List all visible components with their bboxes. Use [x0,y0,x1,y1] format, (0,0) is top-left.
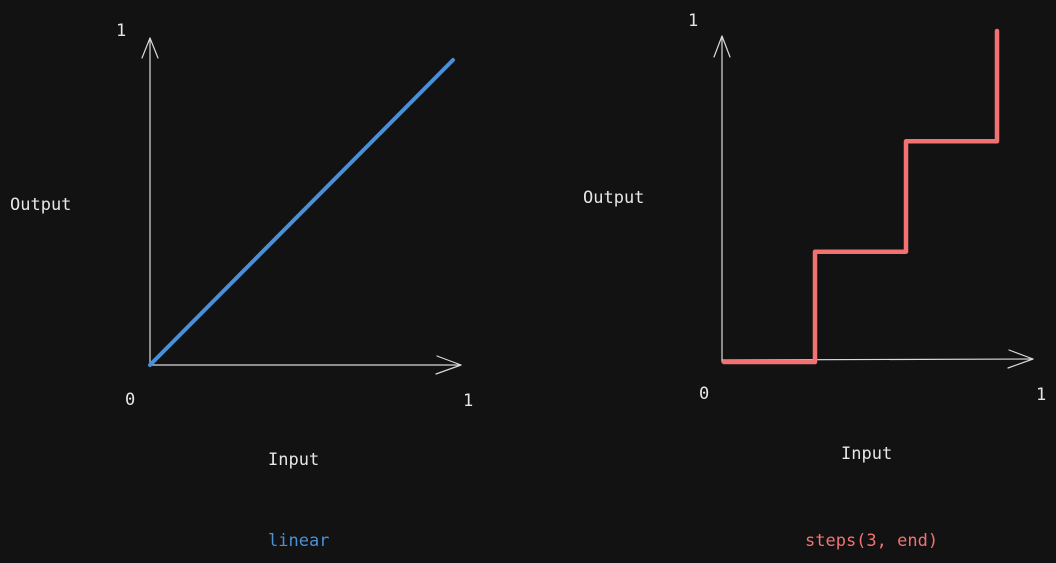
steps-curve [721,28,1000,365]
linear-panel: 1 0 1 Output Input linear [10,21,473,551]
linear-caption: linear [268,531,329,551]
linear-y-tick-max: 1 [116,21,126,41]
steps-panel: 1 0 1 Output Input steps(3, end) [583,11,1046,551]
steps-y-arrowhead-icon [713,35,731,58]
linear-curve [148,58,455,367]
linear-x-tick-max: 1 [463,391,473,411]
steps-y-label: Output [583,188,644,208]
steps-x-tick-min: 0 [699,384,709,404]
linear-y-label: Output [10,195,71,215]
steps-x-tick-max: 1 [1036,385,1046,405]
linear-x-label: Input [268,450,319,470]
linear-y-arrowhead-icon [141,37,159,59]
linear-x-tick-min: 0 [125,390,135,410]
linear-x-arrowhead-icon [435,355,462,375]
steps-x-label: Input [841,444,892,464]
steps-y-tick-max: 1 [688,11,698,31]
steps-caption: steps(3, end) [805,531,938,551]
steps-x-arrowhead-icon [1007,349,1034,369]
